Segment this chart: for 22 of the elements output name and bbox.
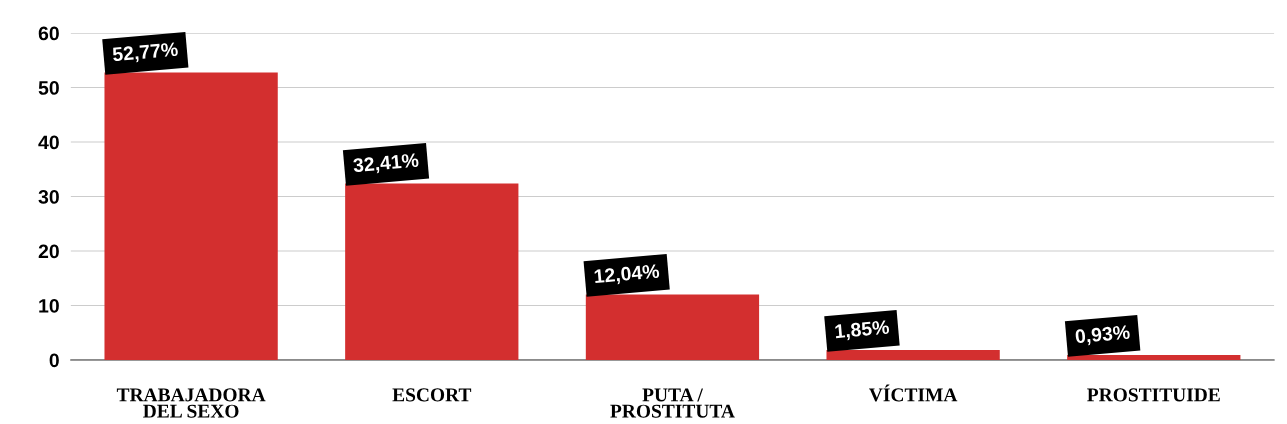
data-label: 0,93% [1075, 324, 1131, 347]
y-tick-label: 50 [38, 81, 59, 95]
y-tick-label: 60 [38, 26, 59, 41]
x-tick-label: PUTA / PROSTITUTA [610, 388, 735, 418]
y-tick-label: 0 [49, 353, 59, 368]
bar [1067, 354, 1241, 360]
y-tick-label: 20 [38, 244, 59, 259]
y-tick-label: 10 [39, 298, 59, 313]
data-label: 52,77% [112, 42, 179, 65]
x-tick-label: TRABAJADORA DEL SEXO [116, 388, 266, 418]
bar [104, 72, 278, 360]
data-label: 32,41% [352, 152, 420, 176]
bar [345, 183, 519, 360]
bar [585, 294, 760, 360]
x-tick-label: ESCORT [392, 388, 472, 402]
x-tick-label: VÍCTIMA [869, 384, 958, 402]
y-tick-label: 30 [38, 189, 59, 204]
x-tick-label: PROSTITUIDE [1087, 388, 1220, 402]
y-tick-label: 40 [38, 135, 59, 150]
bar [826, 349, 1000, 360]
data-label: 1,85% [834, 319, 890, 342]
data-label: 12,04% [594, 263, 660, 287]
